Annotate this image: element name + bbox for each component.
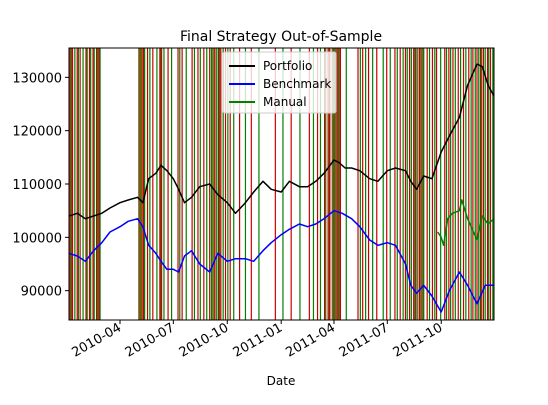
legend: Portfolio Benchmark Manual [222, 51, 337, 114]
y-tick-label: 90000 [21, 285, 62, 300]
legend-box [222, 51, 337, 114]
legend-label-benchmark: Benchmark [263, 77, 331, 91]
legend-label-portfolio: Portfolio [263, 59, 312, 73]
y-tick-label: 110000 [12, 178, 62, 193]
portfolio-series-line [69, 63, 494, 220]
y-axis: 90000 100000 110000 120000 130000 [12, 71, 69, 300]
series-lines [69, 63, 494, 313]
long-entry-band [139, 48, 142, 320]
legend-items: Portfolio Benchmark Manual [229, 59, 331, 109]
short-entry-band [420, 48, 425, 320]
y-tick-label: 120000 [12, 125, 62, 140]
benchmark-series-line [69, 209, 494, 313]
chart-title: Final Strategy Out-of-Sample [180, 29, 382, 45]
x-axis-label: Date [267, 374, 296, 388]
y-tick-label: 130000 [12, 71, 62, 86]
y-tick-label: 100000 [12, 231, 62, 246]
manual-series-line [437, 199, 494, 247]
legend-label-manual: Manual [263, 95, 307, 109]
long-entry-band [212, 48, 215, 320]
